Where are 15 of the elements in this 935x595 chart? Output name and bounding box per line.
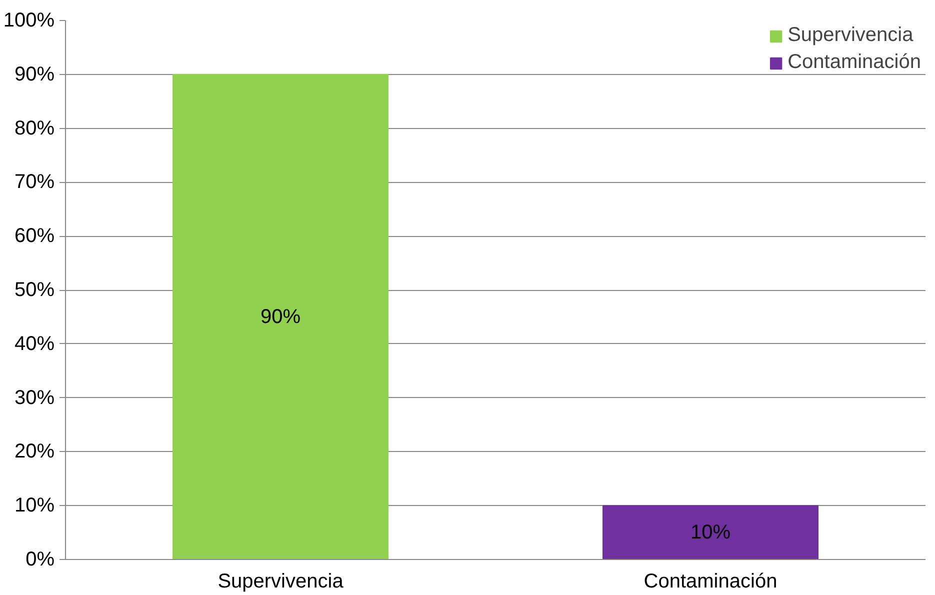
y-tick-label: 10%: [14, 494, 55, 517]
y-tick-label: 60%: [14, 225, 55, 248]
y-tick-label: 80%: [14, 117, 55, 140]
y-tick-label: 0%: [26, 548, 55, 570]
legend-label: Contaminación: [788, 51, 921, 74]
y-tick-label: 20%: [14, 440, 55, 463]
y-tick-label: 100%: [3, 10, 55, 32]
y-tick-label: 70%: [14, 171, 55, 194]
y-tick-label: 50%: [14, 279, 55, 301]
legend-label: Supervivencia: [788, 24, 914, 47]
data-label: 90%: [260, 306, 301, 328]
y-tick-label: 90%: [14, 63, 55, 86]
y-tick-label: 30%: [14, 386, 55, 409]
data-label: 10%: [690, 522, 731, 544]
y-tick-label: 40%: [14, 332, 55, 355]
